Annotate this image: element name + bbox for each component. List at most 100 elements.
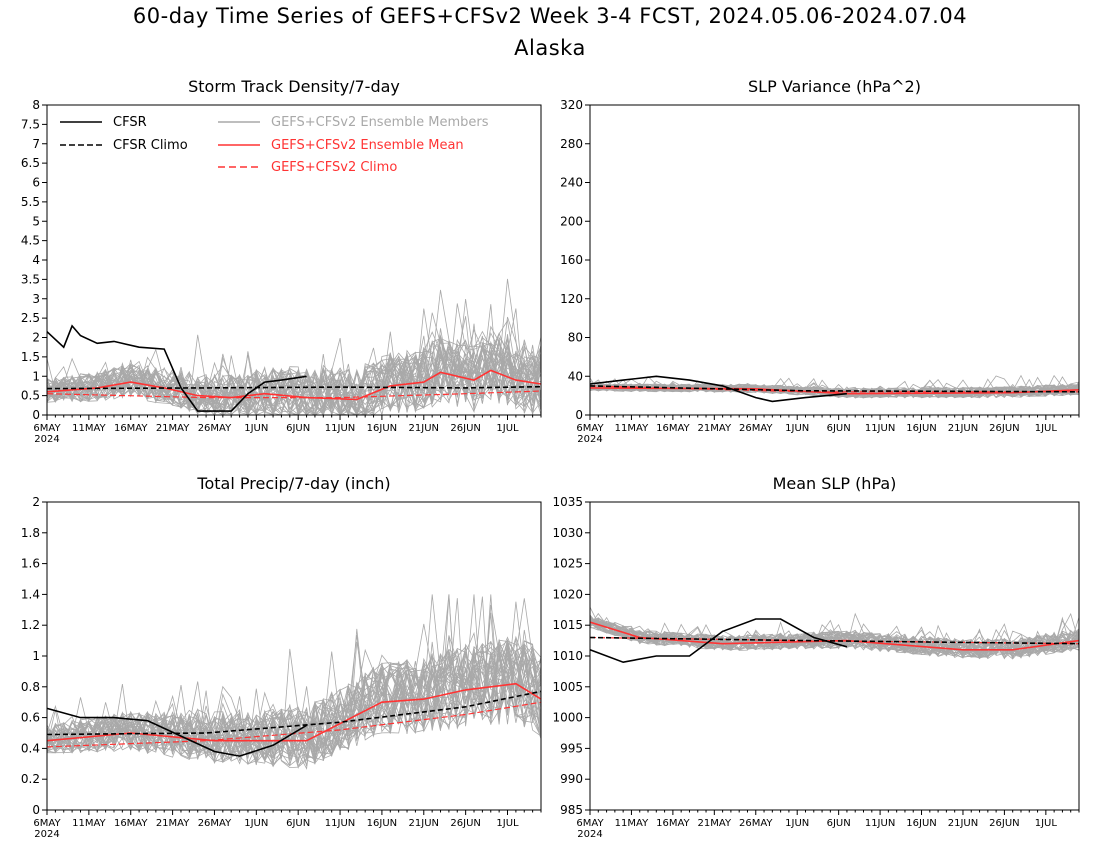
x-tick-label: 16MAY xyxy=(114,423,148,434)
member-line xyxy=(47,638,541,767)
gefs-climo-line xyxy=(46,701,542,748)
x-tick-label: 11MAY xyxy=(615,818,649,829)
chart-title: Mean SLP (hPa) xyxy=(773,474,897,493)
member-line xyxy=(590,384,1079,399)
x-tick-label: 26MAY xyxy=(198,818,232,829)
x-tick-label: 1JUL xyxy=(496,423,519,434)
y-tick-label: 320 xyxy=(560,98,583,112)
y-tick-label: 5.5 xyxy=(21,195,40,209)
y-tick-label: 0.4 xyxy=(21,741,40,755)
legend-cfsr-climo-label: CFSR Climo xyxy=(113,138,188,153)
x-tick-label: 26JUN xyxy=(450,818,480,829)
y-tick-label: 990 xyxy=(560,772,583,786)
y-tick-label: 40 xyxy=(568,369,583,383)
y-tick-label: 1025 xyxy=(552,557,583,571)
chart-panel-3: Total Precip/7-day (inch)00.20.40.60.811… xyxy=(21,474,542,840)
ensemble-mean-line xyxy=(46,369,542,401)
y-tick-label: 2 xyxy=(32,495,40,509)
x-tick-label: 6MAY xyxy=(33,423,61,434)
y-tick-label: 985 xyxy=(560,803,583,817)
y-tick-label: 160 xyxy=(560,253,583,267)
chart-panel-1: Storm Track Density/7-day 0 0.5 1 1.5 2 2.5 3 3.… xyxy=(21,77,542,445)
x-tick-label: 11MAY xyxy=(72,818,106,829)
x-tick-label: 6JUN xyxy=(286,423,310,434)
y-tick-label: 8 xyxy=(32,98,40,112)
y-tick-label: 5 xyxy=(32,214,40,228)
legend-members-label: GEFS+CFSv2 Ensemble Members xyxy=(271,115,489,130)
legend-climo-label: GEFS+CFSv2 Climo xyxy=(271,160,397,175)
y-tick-label: 6.5 xyxy=(21,156,40,170)
x-year-label: 2024 xyxy=(577,829,602,840)
x-tick-label: 1JUN xyxy=(244,423,268,434)
figure-title: 60-day Time Series of GEFS+CFSv2 Week 3-… xyxy=(132,4,968,28)
cfsr-climo-line xyxy=(46,385,542,390)
cfsr-climo-line xyxy=(46,690,542,736)
y-tick-label: 0 xyxy=(575,408,583,422)
chart-panel-2: SLP Variance (hPa^2) 0 40 80 120 160 200 240 280… xyxy=(560,77,1080,445)
y-tick-label: 995 xyxy=(560,741,583,755)
member-line xyxy=(590,618,1079,659)
gefs-climo-line xyxy=(589,385,1079,393)
x-tick-label: 11JUN xyxy=(325,818,355,829)
x-tick-label: 26JUN xyxy=(450,423,480,434)
y-tick-label: 1.8 xyxy=(21,526,40,540)
y-tick-label: 0.5 xyxy=(21,389,40,403)
x-tick-label: 16JUN xyxy=(906,423,936,434)
x-tick-label: 6JUN xyxy=(286,818,310,829)
x-tick-label: 21JUN xyxy=(948,423,978,434)
y-tick-label: 1030 xyxy=(552,526,583,540)
y-tick-label: 1 xyxy=(32,649,40,663)
x-tick-label: 1JUN xyxy=(244,818,268,829)
x-tick-label: 1JUL xyxy=(1035,818,1058,829)
legend-cfsr-label: CFSR xyxy=(113,115,147,130)
x-tick-label: 11JUN xyxy=(865,423,895,434)
x-tick-label: 21JUN xyxy=(409,818,439,829)
member-line xyxy=(47,596,541,760)
member-line xyxy=(590,626,1079,657)
member-line xyxy=(47,278,541,415)
x-year-label: 2024 xyxy=(34,829,59,840)
y-tick-label: 120 xyxy=(560,292,583,306)
x-tick-label: 21JUN xyxy=(948,818,978,829)
y-tick-label: 6 xyxy=(32,176,40,190)
y-tick-label: 7.5 xyxy=(21,117,40,131)
cfsr-line xyxy=(46,324,307,412)
y-tick-label: 0.6 xyxy=(21,711,40,725)
y-tick-label: 4.5 xyxy=(21,234,40,248)
x-tick-label: 1JUL xyxy=(496,818,519,829)
x-tick-label: 11JUN xyxy=(325,423,355,434)
y-tick-label: 3 xyxy=(32,292,40,306)
ensemble-members xyxy=(47,278,541,415)
y-tick-label: 2.5 xyxy=(21,311,40,325)
x-year-label: 2024 xyxy=(577,434,602,445)
x-tick-label: 16JUN xyxy=(367,423,397,434)
y-tick-label: 0 xyxy=(32,408,40,422)
member-line xyxy=(47,640,541,768)
y-tick-label: 1 xyxy=(32,369,40,383)
y-tick-label: 1010 xyxy=(552,649,583,663)
y-tick-label: 4 xyxy=(32,253,40,267)
gefs-climo-line xyxy=(46,390,542,399)
x-tick-label: 6MAY xyxy=(576,423,604,434)
gefs-climo-line xyxy=(589,636,1080,645)
legend-mean-label: GEFS+CFSv2 Ensemble Mean xyxy=(271,138,464,153)
x-tick-label: 6MAY xyxy=(33,818,61,829)
cfsr-line xyxy=(589,375,847,403)
x-tick-label: 21MAY xyxy=(698,423,732,434)
x-tick-label: 26JUN xyxy=(989,423,1019,434)
y-tick-label: 200 xyxy=(560,214,583,228)
x-tick-label: 6MAY xyxy=(576,818,604,829)
y-tick-label: 1.5 xyxy=(21,350,40,364)
x-tick-label: 1JUL xyxy=(1035,423,1058,434)
y-tick-label: 0.8 xyxy=(21,680,40,694)
x-tick-label: 6JUN xyxy=(827,423,851,434)
x-tick-label: 11JUN xyxy=(865,818,895,829)
y-tick-label: 1015 xyxy=(552,618,583,632)
chart-panel-4: Mean SLP (hPa) 985 990 995 1000 1005 1010 1015 1… xyxy=(552,474,1080,840)
plot-frame xyxy=(589,104,1080,416)
x-tick-label: 26MAY xyxy=(739,423,773,434)
x-tick-label: 1JUN xyxy=(785,818,809,829)
member-line xyxy=(47,641,541,761)
